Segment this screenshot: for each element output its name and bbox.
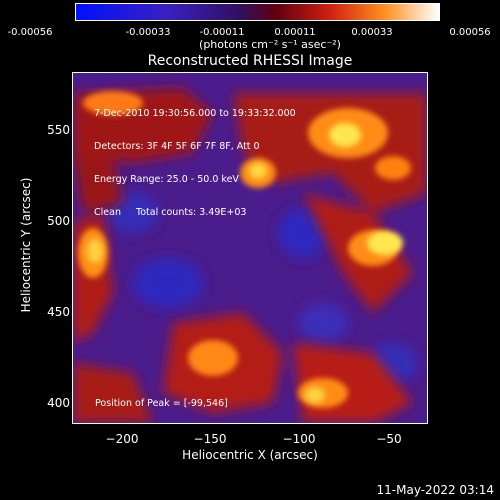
info-line: Energy Range: 25.0 - 50.0 keV [94, 174, 239, 185]
plot-title: Reconstructed RHESSI Image [147, 53, 353, 69]
info-line: 7-Dec-2010 19:30:56.000 to 19:33:32.000 [94, 108, 296, 119]
heatmap-image [73, 73, 427, 423]
x-tick-label: −50 [376, 432, 402, 446]
colorbar-tick: -0.00033 [125, 27, 171, 38]
y-axis-label: Heliocentric Y (arcsec) [19, 177, 33, 313]
colorbar-tick: 0.00011 [274, 27, 316, 38]
info-line: Clean Total counts: 3.49E+03 [94, 207, 247, 218]
x-axis-label: Heliocentric X (arcsec) [182, 448, 318, 462]
datestamp: 11-May-2022 03:14 [376, 483, 494, 497]
colorbar-tick: -0.00011 [199, 27, 245, 38]
image-plot [72, 72, 428, 424]
y-tick-label: 400 [47, 396, 70, 410]
y-tick-label: 450 [47, 305, 70, 319]
peak-position-label: Position of Peak = [-99,546] [95, 398, 228, 409]
x-tick-label: −200 [105, 432, 139, 446]
colorbar-tick: 0.00056 [449, 27, 491, 38]
x-tick-label: −100 [282, 432, 316, 446]
y-tick-label: 500 [47, 214, 70, 228]
colorbar-tick: -0.00056 [7, 27, 53, 38]
info-line: Detectors: 3F 4F 5F 6F 7F 8F, Att 0 [94, 141, 260, 152]
x-tick-label: −150 [193, 432, 227, 446]
colorbar-tick: 0.00033 [351, 27, 393, 38]
colorbar [75, 3, 440, 21]
y-tick-label: 550 [47, 123, 70, 137]
observation-info: 7-Dec-2010 19:30:56.000 to 19:33:32.000 … [94, 86, 296, 229]
colorbar-units: (photons cm⁻² s⁻¹ asec⁻²) [199, 38, 341, 51]
